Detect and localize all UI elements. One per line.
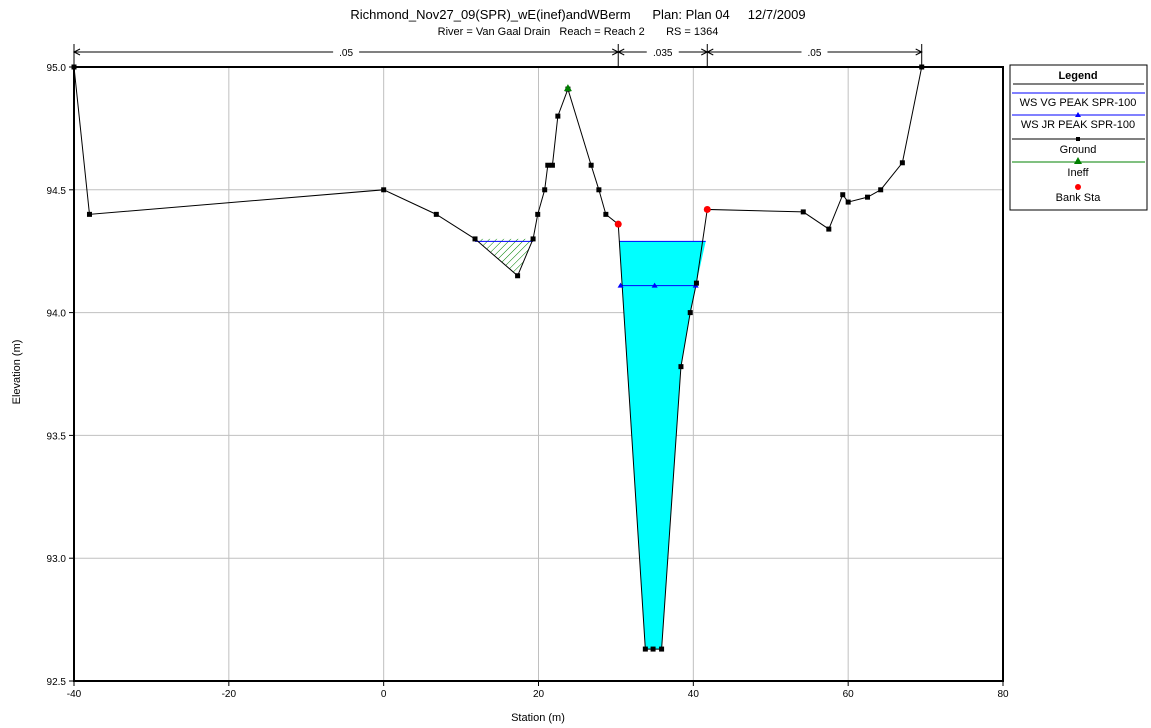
y-tick-label: 92.5 [47, 677, 67, 688]
mannings-label: .05 [339, 48, 353, 59]
legend-entry-ws-jr: WS JR PEAK SPR-100 [1021, 119, 1135, 131]
x-tick-label: 80 [997, 689, 1009, 700]
ground-point [515, 273, 521, 279]
ground-point [878, 187, 884, 193]
y-axis-label: Elevation (m) [11, 340, 23, 405]
ground-point [542, 187, 548, 193]
legend-entry-ws-vg: WS VG PEAK SPR-100 [1020, 97, 1137, 109]
legend-entry-ground: Ground [1060, 144, 1097, 156]
ground-point [826, 226, 832, 232]
ground-point [86, 211, 92, 217]
x-tick-label: -40 [67, 689, 82, 700]
ground-point [865, 194, 871, 200]
ineffective-flow-area [475, 238, 534, 276]
legend-square-icon [1076, 137, 1080, 141]
x-tick-label: 20 [533, 689, 545, 700]
legend: Legend WS VG PEAK SPR-100 WS JR PEAK SPR… [1009, 64, 1148, 211]
ground-point [545, 162, 551, 168]
mannings-arrow-right-icon [915, 48, 923, 56]
legend-green-triangle-icon [1074, 157, 1082, 164]
ineff-marker [563, 84, 572, 92]
ground-point [433, 211, 439, 217]
y-tick-label: 93.5 [47, 431, 67, 442]
ground-point [899, 160, 905, 166]
x-axis-label: Station (m) [511, 712, 565, 724]
ground-line [73, 66, 923, 650]
y-tick-label: 94.0 [47, 309, 67, 320]
ground-point [603, 211, 609, 217]
mannings-label-bg [646, 46, 679, 58]
legend-entry-ineff: Ineff [1067, 167, 1089, 179]
axis-ticks: -40 -20 0 20 40 60 80 92.5 93.0 93.5 94.0 94.5 95.0 [47, 63, 1009, 700]
ground-point [530, 236, 536, 242]
ground-point [650, 646, 656, 652]
mannings-arrow-left-icon [617, 48, 625, 56]
legend-entry-bank-sta: Bank Sta [1056, 192, 1102, 204]
x-tick-label: -20 [222, 689, 237, 700]
chart-title: Richmond_Nov27_09(SPR)_wE(inef)andWBerm … [350, 7, 805, 22]
ground-point [642, 646, 648, 652]
mannings-arrow-left-icon [72, 48, 81, 56]
ground-point [659, 646, 665, 652]
grid-lines [74, 67, 1003, 681]
ground-point [472, 236, 478, 242]
ws-jr-marker [617, 282, 624, 288]
ground-point [687, 310, 693, 316]
ground-point [549, 162, 555, 168]
x-tick-label: 60 [843, 689, 855, 700]
y-tick-label: 93.0 [47, 554, 67, 565]
ground-point [381, 187, 387, 193]
legend-triangle-icon [1075, 112, 1081, 117]
mannings-arrow-left-icon [706, 48, 714, 56]
ground-point [555, 113, 561, 119]
y-tick-label: 94.5 [47, 186, 67, 197]
ground-point [800, 209, 806, 215]
ground-point [845, 199, 851, 205]
ground-point [693, 280, 699, 286]
ground-point [678, 364, 684, 370]
ws-jr-marker [651, 282, 658, 288]
ground-point [588, 162, 594, 168]
mannings-label: .05 [808, 48, 822, 59]
mannings-n-bar: .05 .035 .05 [72, 44, 923, 67]
legend-title: Legend [1058, 70, 1097, 82]
x-tick-label: 40 [688, 689, 700, 700]
water-surface-fill [619, 241, 706, 650]
bank-station-marker [703, 205, 711, 213]
y-tick-label: 95.0 [47, 63, 67, 74]
series-markers [71, 64, 925, 652]
x-tick-label: 0 [381, 689, 387, 700]
mannings-label: .035 [653, 48, 673, 59]
mannings-label-bg [333, 46, 360, 58]
chart-subtitle: River = Van Gaal Drain Reach = Reach 2 R… [438, 26, 719, 38]
legend-red-circle-icon [1075, 184, 1081, 190]
ground-point [840, 192, 846, 198]
mannings-label-bg [801, 46, 828, 58]
ground-point [535, 211, 541, 217]
ground-point [596, 187, 602, 193]
bank-station-marker [614, 220, 622, 228]
